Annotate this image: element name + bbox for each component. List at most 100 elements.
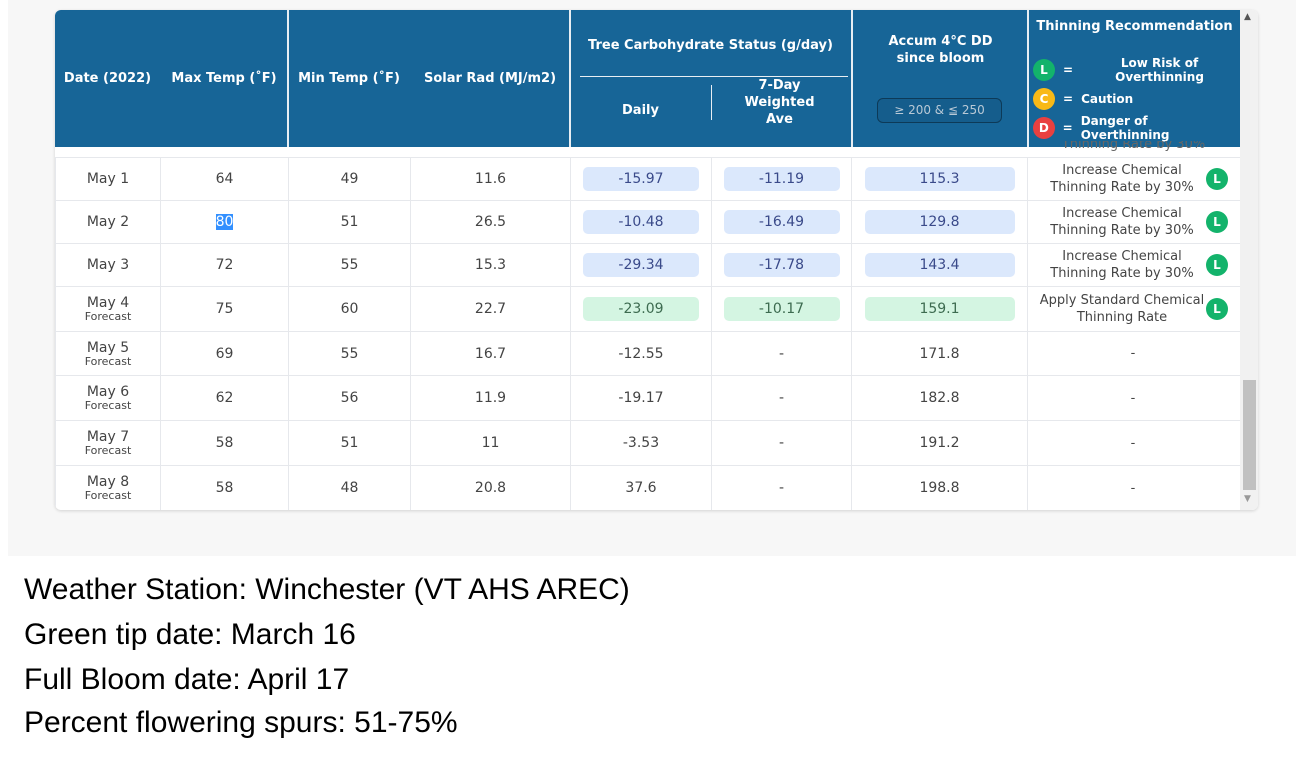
weekly-value: - bbox=[778, 435, 785, 451]
table-row: May 1 64 49 11.6 -15.97 -11.19 115.3 Increa… bbox=[55, 157, 1240, 200]
recommendation-text: Apply Standard Chemical Thinning Rate bbox=[1039, 293, 1205, 325]
accum-value: 159.1 bbox=[864, 297, 1015, 321]
risk-D-icon: D bbox=[1033, 117, 1055, 139]
forecast-label: Forecast bbox=[84, 444, 132, 457]
weekly-value: -10.17 bbox=[723, 297, 840, 321]
date-value: May 6 bbox=[86, 384, 130, 400]
weekly-value: -11.19 bbox=[723, 167, 840, 191]
forecast-label: Forecast bbox=[84, 310, 132, 323]
date-value: May 1 bbox=[86, 171, 130, 187]
daily-value: -3.53 bbox=[622, 435, 660, 451]
solar-value: 11.6 bbox=[474, 171, 507, 187]
solar-value: 15.3 bbox=[474, 257, 507, 273]
header-carbohydrate: Tree Carbohydrate Status (g/day) bbox=[588, 37, 833, 53]
recommendation-text: - bbox=[1130, 346, 1136, 361]
table-row: May 7 Forecast 58 51 11 -3.53 - 191.2 - bbox=[55, 420, 1240, 465]
daily-value: -29.34 bbox=[583, 253, 699, 277]
weekly-value: - bbox=[778, 390, 785, 406]
scrollbar[interactable]: ▲ ▼ bbox=[1240, 10, 1258, 510]
header-max-temp[interactable]: Max Temp (˚F) bbox=[171, 71, 277, 86]
weekly-value: - bbox=[778, 480, 785, 496]
table-row: May 5 Forecast 69 55 16.7 -12.55 - 171.8 - bbox=[55, 331, 1240, 375]
scrollbar-thumb[interactable] bbox=[1243, 380, 1256, 490]
weekly-value: -16.49 bbox=[723, 210, 840, 234]
date-value: May 3 bbox=[86, 257, 130, 273]
recommendation-text: Increase Chemical Thinning Rate by 30% bbox=[1050, 163, 1194, 195]
header-min-temp[interactable]: Min Temp (˚F) bbox=[298, 71, 400, 86]
header-accum-dd[interactable]: Accum 4°C DD since bloom bbox=[888, 34, 993, 66]
scroll-down-icon[interactable]: ▼ bbox=[1244, 494, 1251, 504]
daily-value: 37.6 bbox=[625, 480, 657, 496]
legend-item: C = Caution bbox=[1033, 88, 1238, 110]
max-temp-value: 58 bbox=[215, 480, 234, 496]
recommendation-text: Increase Chemical Thinning Rate by 30% bbox=[1050, 206, 1194, 238]
risk-C-icon: C bbox=[1033, 88, 1055, 110]
solar-value: 20.8 bbox=[474, 480, 507, 496]
forecast-label: Forecast bbox=[84, 354, 132, 368]
min-temp-value: 56 bbox=[340, 390, 359, 406]
header-daily[interactable]: Daily bbox=[622, 102, 659, 118]
caption-line: Green tip date: March 16 bbox=[24, 618, 356, 651]
risk-badge-icon: L bbox=[1206, 254, 1228, 276]
date-value: May 5 bbox=[86, 339, 130, 356]
daily-value: -12.55 bbox=[618, 345, 664, 362]
daily-value: -23.09 bbox=[583, 297, 699, 321]
solar-value: 11 bbox=[481, 435, 500, 451]
min-temp-value: 51 bbox=[340, 435, 359, 451]
recommendation-text: - bbox=[1130, 480, 1136, 496]
accum-value: 198.8 bbox=[919, 480, 960, 496]
max-temp-value: 69 bbox=[215, 345, 234, 362]
header-solar-rad[interactable]: Solar Rad (MJ/m2) bbox=[423, 71, 557, 86]
max-temp-value: 62 bbox=[215, 390, 234, 406]
legend-item: L = Low Risk of Overthinning bbox=[1033, 56, 1238, 84]
accum-value: 182.8 bbox=[919, 390, 960, 406]
caption-line: Percent flowering spurs: 51-75% bbox=[24, 706, 458, 739]
max-temp-value: 64 bbox=[215, 171, 234, 187]
date-value: May 2 bbox=[86, 214, 130, 230]
header-weekly[interactable]: 7-Day Weighted Ave bbox=[744, 77, 815, 127]
forecast-label: Forecast bbox=[84, 399, 132, 412]
solar-value: 11.9 bbox=[474, 390, 507, 406]
daily-value: -19.17 bbox=[618, 390, 664, 406]
legend-label: Low Risk of Overthinning bbox=[1115, 56, 1204, 84]
table-row: May 6 Forecast 62 56 11.9 -19.17 - 182.8 - bbox=[55, 375, 1240, 420]
risk-badge-icon: L bbox=[1206, 211, 1228, 233]
recommendation-text: - bbox=[1130, 390, 1136, 406]
daily-value: -15.97 bbox=[583, 167, 699, 191]
forecast-label: Forecast bbox=[84, 489, 132, 502]
accum-value: 143.4 bbox=[864, 253, 1015, 277]
max-temp-value: 75 bbox=[215, 301, 234, 317]
table-row: May 8 Forecast 58 48 20.8 37.6 - 198.8 - bbox=[55, 465, 1240, 510]
accum-filter-input[interactable]: ≥ 200 & ≦ 250 bbox=[877, 98, 1002, 123]
recommendation-text: Increase Chemical Thinning Rate by 30% bbox=[1050, 249, 1194, 281]
solar-value: 22.7 bbox=[474, 301, 507, 317]
risk-badge-icon: L bbox=[1206, 298, 1228, 320]
header-date[interactable]: Date (2022) bbox=[63, 71, 152, 86]
min-temp-value: 48 bbox=[340, 480, 359, 496]
accum-value: 171.8 bbox=[919, 345, 960, 362]
caption-line: Full Bloom date: April 17 bbox=[24, 663, 350, 696]
max-temp-value: 80 bbox=[215, 214, 234, 230]
table-row: May 2 80 51 26.5 -10.48 -16.49 129.8 Increa… bbox=[55, 200, 1240, 243]
weekly-value: -17.78 bbox=[723, 253, 840, 277]
date-value: May 7 bbox=[86, 429, 130, 445]
table-body: Thinning Rate by 30% May 1 64 49 11.6 -1… bbox=[55, 141, 1240, 510]
legend-item: D = Danger of Overthinning bbox=[1033, 114, 1238, 142]
min-temp-value: 49 bbox=[340, 171, 359, 187]
legend-label: Caution bbox=[1081, 92, 1134, 106]
risk-badge-icon: L bbox=[1206, 168, 1228, 190]
thinning-table: Date (2022) Max Temp (˚F) Min Temp (˚F) … bbox=[55, 10, 1258, 510]
table-row: May 3 72 55 15.3 -29.34 -17.78 143.4 Increa… bbox=[55, 243, 1240, 286]
min-temp-value: 55 bbox=[340, 345, 359, 362]
accum-value: 191.2 bbox=[919, 435, 960, 451]
accum-value: 115.3 bbox=[864, 167, 1015, 191]
date-value: May 8 bbox=[86, 474, 130, 490]
recommendation-text: - bbox=[1130, 435, 1136, 451]
solar-value: 16.7 bbox=[474, 345, 507, 362]
legend-label: Danger of Overthinning bbox=[1080, 114, 1170, 142]
scroll-up-icon[interactable]: ▲ bbox=[1244, 12, 1251, 22]
risk-L-icon: L bbox=[1033, 59, 1055, 81]
table-header: Date (2022) Max Temp (˚F) Min Temp (˚F) … bbox=[55, 10, 1240, 147]
min-temp-value: 60 bbox=[340, 301, 359, 317]
caption-line: Weather Station: Winchester (VT AHS AREC… bbox=[24, 573, 630, 606]
